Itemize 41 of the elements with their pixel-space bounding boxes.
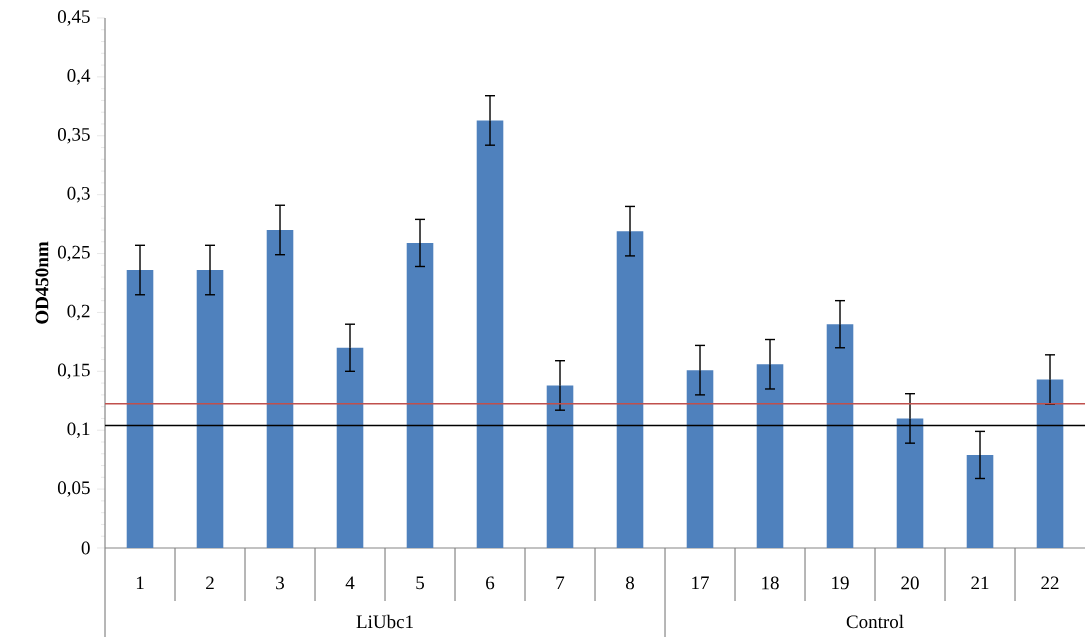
y-tick-label: 0,35 xyxy=(57,127,90,144)
bar xyxy=(266,229,294,548)
bar xyxy=(1036,379,1064,548)
x-tick-label: 18 xyxy=(762,576,779,590)
x-tick-label: 2 xyxy=(206,576,214,590)
x-tick-label: 20 xyxy=(901,576,919,590)
bar xyxy=(826,324,854,548)
bar xyxy=(336,347,364,548)
bar xyxy=(966,454,994,548)
x-tick-label: 17 xyxy=(692,576,709,590)
x-tick-label: 19 xyxy=(832,576,849,590)
bar xyxy=(196,270,224,548)
text: Control xyxy=(846,614,904,629)
x-tick-label: 4 xyxy=(345,576,355,590)
y-tick-label: 0,3 xyxy=(67,186,90,203)
y-axis-title: OD450nm xyxy=(35,241,49,324)
y-tick-label: 0,25 xyxy=(57,245,90,262)
y-tick-label: 0,15 xyxy=(57,363,90,380)
bar xyxy=(756,364,784,548)
text: LiUbc1 xyxy=(356,614,413,629)
x-tick-label: 5 xyxy=(416,576,425,590)
y-tick-label: 0 xyxy=(81,541,90,555)
y-tick-label: 0,2 xyxy=(67,304,90,321)
x-tick-label: 3 xyxy=(276,576,285,590)
bar xyxy=(476,120,504,548)
bar xyxy=(546,385,574,548)
bar xyxy=(406,242,434,548)
y-tick-label: 0,05 xyxy=(57,481,90,497)
bar xyxy=(686,370,714,548)
bar xyxy=(896,418,924,548)
bar xyxy=(126,270,154,548)
x-tick-label: 1 xyxy=(136,576,144,590)
bar xyxy=(616,231,644,548)
x-tick-label: 22 xyxy=(1041,576,1059,590)
x-tick-label: 6 xyxy=(486,576,495,590)
y-tick-label: 0,4 xyxy=(67,69,91,85)
y-tick-label: 0,1 xyxy=(67,422,90,438)
x-tick-label: 7 xyxy=(556,576,565,589)
y-tick-label: 0,45 xyxy=(57,10,90,26)
x-tick-label: 21 xyxy=(971,576,989,590)
x-tick-label: 8 xyxy=(625,576,635,590)
